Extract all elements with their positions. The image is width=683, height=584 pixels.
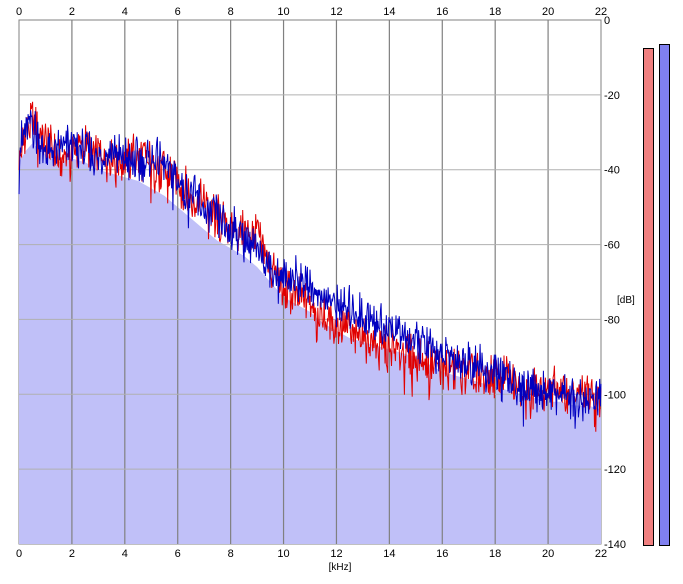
x-tick-labels-top: 0 2 4 6 8 10 12 14 16 18 20 22 xyxy=(16,6,607,18)
y-tick-labels: 0 -20 -40 -60 -80 -100 -120 -140 xyxy=(604,15,626,551)
x-tick-label-bottom: 4 xyxy=(122,548,128,560)
x-tick-label-bottom: 22 xyxy=(595,548,607,560)
x-tick-label-bottom: 0 xyxy=(16,548,22,560)
x-tick-label-top: 0 xyxy=(16,6,22,18)
x-tick-label-bottom: 2 xyxy=(69,548,75,560)
x-tick-label-top: 10 xyxy=(277,6,289,18)
y-tick-label: -120 xyxy=(604,464,626,476)
x-tick-label-bottom: 8 xyxy=(228,548,234,560)
x-tick-label-bottom: 16 xyxy=(436,548,448,560)
y-tick-label: -100 xyxy=(604,389,626,401)
x-tick-label-bottom: 6 xyxy=(175,548,181,560)
right-channel-meter xyxy=(659,44,670,546)
y-tick-label: 0 xyxy=(604,15,610,27)
x-tick-label-top: 6 xyxy=(175,6,181,18)
x-tick-label-top: 2 xyxy=(69,6,75,18)
x-tick-label-top: 18 xyxy=(489,6,501,18)
left-channel-meter xyxy=(643,48,654,546)
series-lines xyxy=(18,101,602,432)
y-tick-label: -20 xyxy=(604,90,620,102)
spectrum-fill-area xyxy=(19,143,601,544)
x-tick-label-bottom: 14 xyxy=(383,548,395,560)
series-line-blue xyxy=(18,110,602,429)
y-tick-label: -60 xyxy=(604,240,620,252)
y-axis-label: [dB] xyxy=(617,295,635,306)
x-tick-label-top: 14 xyxy=(383,6,395,18)
y-tick-label: -80 xyxy=(604,314,620,326)
x-tick-label-top: 16 xyxy=(436,6,448,18)
series-line-red xyxy=(18,101,602,432)
x-tick-label-top: 8 xyxy=(228,6,234,18)
x-axis-label: [kHz] xyxy=(329,562,352,573)
y-tick-label: -40 xyxy=(604,165,620,177)
x-tick-label-bottom: 20 xyxy=(542,548,554,560)
x-tick-labels-bottom: 0 2 4 6 8 10 12 14 16 18 20 22 xyxy=(16,548,607,560)
x-tick-label-top: 4 xyxy=(122,6,128,18)
x-tick-label-top: 22 xyxy=(595,6,607,18)
x-tick-label-top: 12 xyxy=(330,6,342,18)
spectrum-fill xyxy=(19,143,601,544)
y-tick-label: -140 xyxy=(604,539,626,551)
x-tick-label-bottom: 18 xyxy=(489,548,501,560)
x-tick-label-bottom: 10 xyxy=(277,548,289,560)
x-tick-label-top: 20 xyxy=(542,6,554,18)
x-tick-label-bottom: 12 xyxy=(330,548,342,560)
